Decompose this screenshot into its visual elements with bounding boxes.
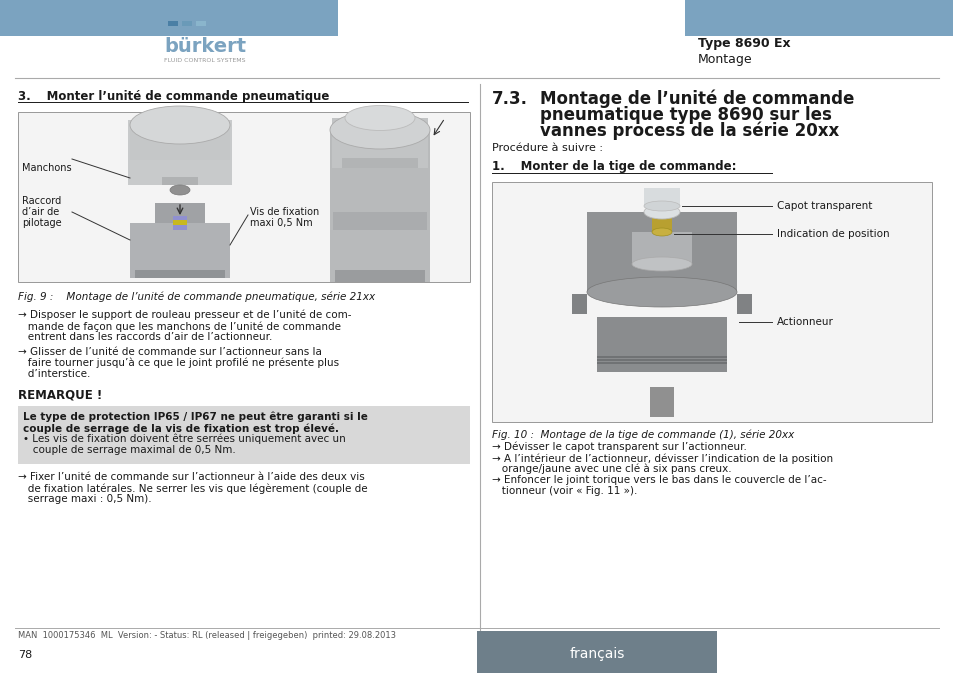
- Text: d’interstice.: d’interstice.: [18, 369, 91, 379]
- Bar: [330, 127, 430, 282]
- Text: Vis de fixation: Vis de fixation: [250, 207, 319, 217]
- Bar: [597, 317, 726, 372]
- Text: → Disposer le support de rouleau presseur et de l’unité de com-: → Disposer le support de rouleau presseu…: [18, 310, 351, 320]
- Bar: [332, 118, 428, 168]
- Text: tionneur (voir « Fig. 11 »).: tionneur (voir « Fig. 11 »).: [492, 486, 637, 496]
- Text: couple de serrage maximal de 0,5 Nm.: couple de serrage maximal de 0,5 Nm.: [23, 445, 235, 455]
- Bar: [737, 294, 751, 314]
- Bar: [18, 406, 470, 464]
- Text: faire tourner jusqu’à ce que le joint profilé ne présente plus: faire tourner jusqu’à ce que le joint pr…: [18, 358, 338, 369]
- Bar: [154, 203, 205, 223]
- Text: français: français: [569, 647, 624, 661]
- Text: MAN  1000175346  ML  Version: - Status: RL (released | freigegeben)  printed: 29: MAN 1000175346 ML Version: - Status: RL …: [18, 631, 395, 640]
- Bar: [195, 21, 206, 26]
- Ellipse shape: [643, 201, 679, 211]
- Ellipse shape: [330, 111, 430, 149]
- Text: Fig. 10 :  Montage de la tige de commande (1), série 20xx: Fig. 10 : Montage de la tige de commande…: [492, 430, 794, 441]
- Bar: [572, 294, 586, 314]
- Bar: [172, 216, 187, 230]
- Bar: [335, 270, 424, 282]
- Text: • Les vis de fixation doivent être serrées uniquement avec un: • Les vis de fixation doivent être serré…: [23, 434, 345, 444]
- Text: Montage de l’unité de commande: Montage de l’unité de commande: [539, 90, 854, 108]
- Ellipse shape: [586, 277, 737, 307]
- Bar: [492, 182, 931, 422]
- Bar: [333, 212, 427, 230]
- Text: vannes process de la série 20xx: vannes process de la série 20xx: [539, 122, 839, 141]
- Bar: [631, 232, 691, 264]
- Text: → Enfoncer le joint torique vers le bas dans le couvercle de l’ac-: → Enfoncer le joint torique vers le bas …: [492, 475, 825, 485]
- Bar: [649, 387, 673, 417]
- Text: → Glisser de l’unité de commande sur l’actionneur sans la: → Glisser de l’unité de commande sur l’a…: [18, 347, 321, 357]
- Text: REMARQUE !: REMARQUE !: [18, 388, 102, 401]
- Ellipse shape: [130, 106, 230, 144]
- Text: → Dévisser le capot transparent sur l’actionneur.: → Dévisser le capot transparent sur l’ac…: [492, 442, 746, 452]
- Bar: [18, 112, 470, 282]
- Text: mande de façon que les manchons de l’unité de commande: mande de façon que les manchons de l’uni…: [18, 321, 340, 332]
- Text: bürkert: bürkert: [164, 36, 246, 55]
- Ellipse shape: [631, 257, 691, 271]
- Bar: [586, 212, 737, 292]
- Text: Montage: Montage: [698, 52, 752, 65]
- Bar: [643, 188, 679, 206]
- Bar: [135, 270, 225, 278]
- Text: Indication de position: Indication de position: [776, 229, 889, 239]
- Bar: [597, 359, 726, 361]
- Bar: [0, 0, 337, 36]
- Text: d’air de: d’air de: [22, 207, 59, 217]
- Text: de fixation latérales. Ne serrer les vis que légèrement (couple de: de fixation latérales. Ne serrer les vis…: [18, 483, 367, 493]
- Text: Type 8690 Ex: Type 8690 Ex: [698, 38, 790, 50]
- Text: Actionneur: Actionneur: [776, 317, 833, 327]
- Bar: [130, 122, 230, 160]
- Bar: [168, 21, 178, 26]
- Text: 7.3.: 7.3.: [492, 90, 527, 108]
- Text: Le type de protection IP65 / IP67 ne peut être garanti si le: Le type de protection IP65 / IP67 ne peu…: [23, 412, 368, 423]
- Ellipse shape: [345, 106, 415, 131]
- Bar: [162, 177, 198, 185]
- Text: 3.  Monter l’unité de commande pneumatique: 3. Monter l’unité de commande pneumatiqu…: [18, 90, 329, 103]
- Text: entrent dans les raccords d’air de l’actionneur.: entrent dans les raccords d’air de l’act…: [18, 332, 273, 342]
- Bar: [651, 200, 671, 232]
- Text: orange/jaune avec une clé à six pans creux.: orange/jaune avec une clé à six pans cre…: [492, 464, 731, 474]
- Text: pilotage: pilotage: [22, 218, 62, 228]
- Bar: [476, 631, 717, 673]
- Ellipse shape: [643, 205, 679, 219]
- Text: couple de serrage de la vis de fixation est trop élevé.: couple de serrage de la vis de fixation …: [23, 423, 338, 433]
- Text: → A l’intérieur de l’actionneur, dévisser l’indication de la position: → A l’intérieur de l’actionneur, dévisse…: [492, 453, 832, 464]
- Bar: [128, 120, 232, 185]
- Text: 78: 78: [18, 650, 32, 660]
- Bar: [684, 0, 953, 36]
- Bar: [130, 223, 230, 278]
- Text: → Fixer l’unité de commande sur l’actionneur à l’aide des deux vis: → Fixer l’unité de commande sur l’action…: [18, 472, 364, 482]
- Ellipse shape: [651, 228, 671, 236]
- Text: Capot transparent: Capot transparent: [776, 201, 871, 211]
- Text: Manchons: Manchons: [22, 163, 71, 173]
- Bar: [597, 356, 726, 358]
- Text: maxi 0,5 Nm: maxi 0,5 Nm: [250, 218, 313, 228]
- Text: Procédure à suivre :: Procédure à suivre :: [492, 143, 602, 153]
- Text: Fig. 9 :    Montage de l’unité de commande pneumatique, série 21xx: Fig. 9 : Montage de l’unité de commande …: [18, 292, 375, 302]
- Bar: [341, 158, 417, 168]
- Bar: [597, 362, 726, 364]
- Text: FLUID CONTROL SYSTEMS: FLUID CONTROL SYSTEMS: [164, 57, 246, 63]
- Bar: [182, 21, 192, 26]
- Text: 1.  Monter de la tige de commande:: 1. Monter de la tige de commande:: [492, 160, 736, 173]
- Text: pneumatique type 8690 sur les: pneumatique type 8690 sur les: [539, 106, 831, 124]
- Text: Raccord: Raccord: [22, 196, 61, 206]
- Text: serrage maxi : 0,5 Nm).: serrage maxi : 0,5 Nm).: [18, 494, 152, 504]
- Ellipse shape: [170, 185, 190, 195]
- Bar: [172, 220, 187, 225]
